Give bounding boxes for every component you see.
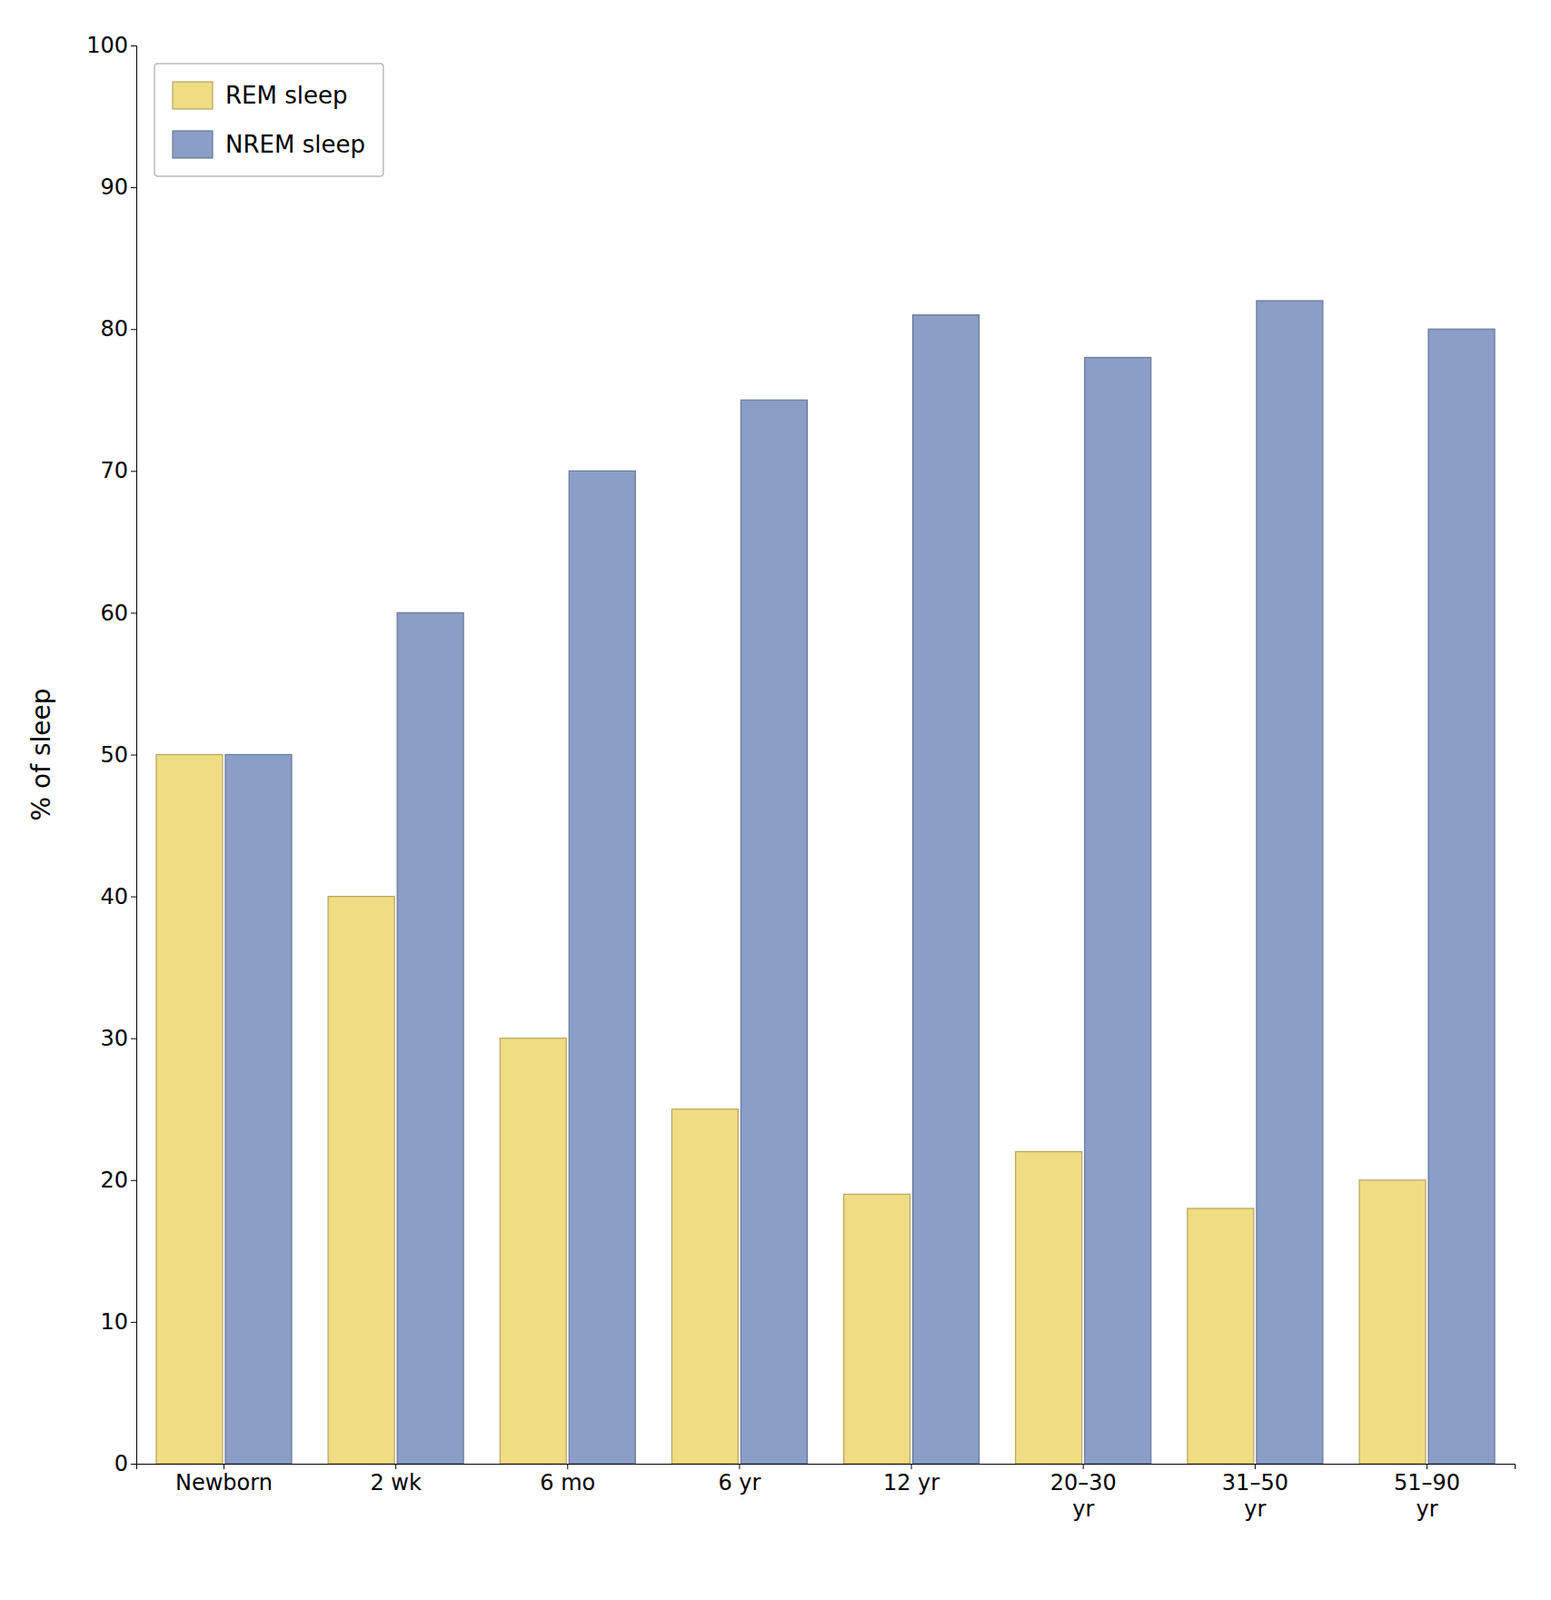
bar xyxy=(328,896,395,1464)
y-tick-mark xyxy=(130,612,137,614)
x-tick: 20–30yr xyxy=(1050,1463,1117,1522)
x-tick: Newborn xyxy=(175,1463,273,1496)
x-tick-mark xyxy=(738,1463,740,1470)
y-tick: 60 xyxy=(99,600,137,627)
x-tick-mark xyxy=(911,1463,913,1470)
y-tick-label: 60 xyxy=(99,600,129,627)
legend-swatch xyxy=(172,81,213,110)
x-tick-mark xyxy=(1254,1463,1256,1470)
y-tick: 40 xyxy=(99,884,137,910)
y-tick-label: 70 xyxy=(99,457,129,484)
x-tick: 12 yr xyxy=(883,1463,940,1496)
y-tick-mark xyxy=(130,1038,137,1040)
bar xyxy=(1428,328,1495,1464)
x-tick-label: 51–90yr xyxy=(1393,1470,1461,1522)
x-tick-label: 31–50yr xyxy=(1222,1470,1289,1522)
y-tick: 70 xyxy=(99,457,137,484)
x-tick: 31–50yr xyxy=(1222,1463,1289,1522)
y-tick: 30 xyxy=(99,1025,137,1052)
bar xyxy=(913,315,980,1464)
y-tick: 80 xyxy=(99,316,137,342)
y-tick-label: 100 xyxy=(86,32,129,59)
y-tick-label: 90 xyxy=(99,174,129,200)
x-tick-label: 12 yr xyxy=(883,1470,940,1496)
bar xyxy=(1359,1180,1426,1464)
legend: REM sleep NREM sleep xyxy=(154,63,384,177)
y-tick-label: 10 xyxy=(99,1309,129,1335)
bars xyxy=(156,300,1495,1464)
bar xyxy=(844,1193,911,1464)
x-tick-label: 6 yr xyxy=(717,1470,761,1496)
legend-swatch xyxy=(172,130,213,159)
bar xyxy=(671,1109,738,1464)
legend-box xyxy=(154,63,384,177)
y-tick-label: 0 xyxy=(114,1451,129,1477)
bar xyxy=(499,1038,567,1464)
y-tick-label: 40 xyxy=(99,884,129,910)
legend-label: REM sleep xyxy=(225,81,348,110)
x-tick-label: 6 mo xyxy=(539,1470,596,1496)
x-tick: 51–90yr xyxy=(1393,1463,1461,1522)
x-tick-mark xyxy=(1426,1463,1428,1470)
bar xyxy=(1015,1152,1083,1464)
y-tick-mark xyxy=(130,1180,137,1182)
y-tick-mark xyxy=(130,470,137,472)
bar xyxy=(740,399,807,1464)
y-axis: 0 10 20 30 40 50 60 70 80 90 100 xyxy=(86,32,137,1477)
y-tick-label: 30 xyxy=(99,1025,129,1052)
y-tick-label: 20 xyxy=(99,1167,129,1194)
bar xyxy=(1256,300,1323,1464)
y-tick: 100 xyxy=(86,32,137,59)
y-tick-mark xyxy=(130,328,137,330)
x-axis: Newborn 2 wk 6 mo 6 yr 12 yr 20–30yr 31–50yr 51… xyxy=(137,1463,1516,1522)
y-tick: 90 xyxy=(99,174,137,200)
bar xyxy=(1084,357,1152,1464)
legend-label: NREM sleep xyxy=(225,130,366,159)
bar xyxy=(225,755,292,1465)
x-tick-label: 20–30yr xyxy=(1050,1470,1117,1522)
bar xyxy=(156,755,223,1465)
y-tick: 0 xyxy=(114,1451,137,1477)
bar xyxy=(568,470,636,1464)
bar xyxy=(397,612,464,1464)
y-tick-mark xyxy=(130,755,137,756)
x-tick-mark xyxy=(1083,1463,1084,1470)
y-tick-label: 50 xyxy=(99,742,129,768)
x-tick-label: Newborn xyxy=(175,1470,273,1496)
x-tick-label: 2 wk xyxy=(369,1470,422,1496)
y-axis-title: % of sleep xyxy=(26,688,57,822)
y-tick: 50 xyxy=(99,742,137,768)
legend-item: NREM sleep xyxy=(172,130,366,159)
y-tick-label: 80 xyxy=(99,316,129,342)
y-axis-line xyxy=(130,46,138,1465)
y-tick-mark xyxy=(130,896,137,898)
y-tick-mark xyxy=(130,1322,137,1323)
x-tick-mark xyxy=(566,1463,568,1470)
y-tick: 10 xyxy=(99,1309,137,1335)
x-tick: 2 wk xyxy=(369,1463,422,1496)
legend-item: REM sleep xyxy=(172,81,348,110)
x-tick: 6 mo xyxy=(539,1463,596,1496)
x-tick: 6 yr xyxy=(717,1463,761,1496)
chart: 0 10 20 30 40 50 60 70 80 90 100 Newborn 2 wk 6 mo 6 y… xyxy=(0,0,1551,1600)
bar-series xyxy=(225,300,1495,1464)
y-tick: 20 xyxy=(99,1167,137,1194)
x-axis-line xyxy=(137,1464,1516,1471)
y-tick-mark xyxy=(130,1463,137,1465)
plot: 0 10 20 30 40 50 60 70 80 90 100 Newborn 2 wk 6 mo 6 y… xyxy=(86,32,1515,1522)
x-tick-mark xyxy=(223,1463,225,1470)
y-tick-mark xyxy=(130,187,137,189)
bar xyxy=(1187,1208,1254,1464)
x-tick-mark xyxy=(395,1463,397,1470)
y-tick-mark xyxy=(130,45,137,47)
